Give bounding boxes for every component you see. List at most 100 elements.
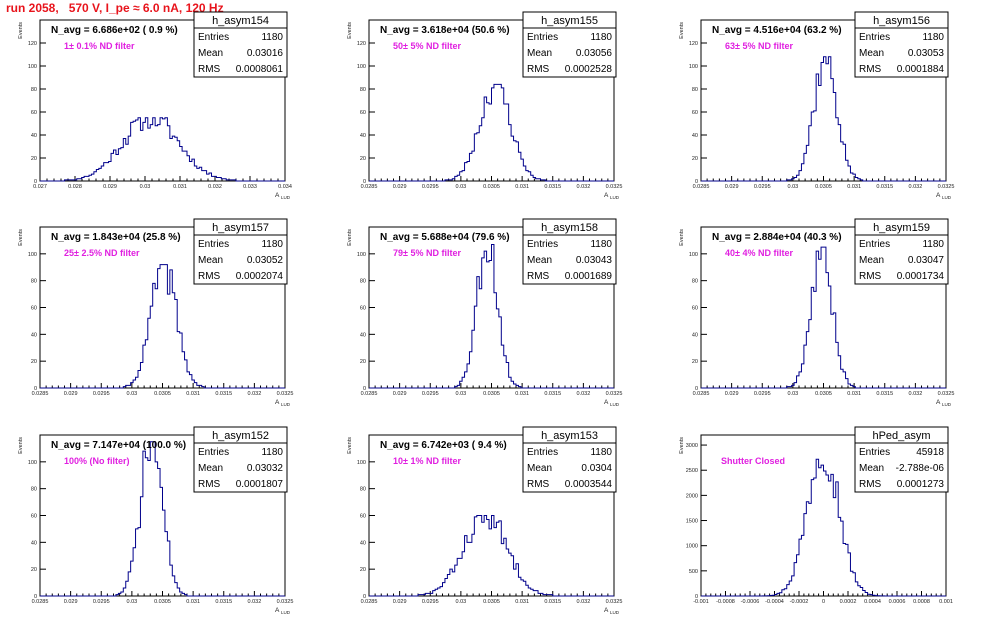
navg-label: N_avg = 1.843e+04 (25.8 %) (51, 232, 181, 243)
histogram-h_asym152: 0.0285 0.029 0.0295 0.03 0.0305 0.031 0.0315 0.… (18, 426, 293, 615)
x-tick-label: 0.03 (788, 391, 799, 397)
histogram-name: h_asym152 (212, 430, 269, 442)
histogram-h_asym159: 0.0285 0.029 0.0295 0.03 0.0305 0.031 0.0315 0.… (679, 218, 955, 407)
stat-label: Mean (198, 255, 223, 266)
y-axis-label: Events (347, 229, 353, 246)
x-tick-label: 0.0295 (422, 599, 439, 605)
y-tick-label: 2500 (686, 468, 698, 474)
stat-label: RMS (859, 271, 882, 282)
x-tick-label: 0.0315 (876, 391, 893, 397)
x-axis-subscript: LUD (610, 610, 620, 615)
filter-label: Shutter Closed (721, 456, 785, 466)
y-tick-label: 2000 (686, 493, 698, 499)
x-axis-label: A (275, 607, 280, 614)
y-tick-label: 100 (357, 252, 366, 258)
x-tick-label: 0.032 (208, 184, 222, 190)
x-tick-label: 0.0295 (422, 184, 439, 190)
x-tick-label: 0.0295 (93, 599, 110, 605)
stat-value: 0.03052 (247, 255, 284, 266)
x-tick-label: 0.029 (725, 184, 739, 190)
x-tick-label: 0.029 (103, 184, 117, 190)
y-tick-label: 60 (360, 306, 366, 312)
x-tick-label: 0.0315 (215, 599, 232, 605)
y-tick-label: 0 (363, 386, 366, 392)
stats-box: h_asym152 Entries 1180 Mean 0.03032 RMS 0.0001… (193, 426, 288, 493)
x-axis-label: A (936, 192, 941, 199)
stat-label: Entries (527, 239, 558, 250)
stats-box-frame (193, 426, 288, 493)
stats-box: h_asym154 Entries 1180 Mean 0.03016 RMS 0.0008… (193, 11, 288, 78)
stats-box: h_asym156 Entries 1180 Mean 0.03053 RMS 0.0001… (854, 11, 949, 78)
stat-value: 1180 (261, 32, 283, 43)
x-tick-label: 0.032 (908, 184, 922, 190)
stats-box-frame (522, 11, 617, 78)
x-tick-label: 0.03 (456, 599, 467, 605)
x-tick-label: 0.031 (515, 391, 529, 397)
x-tick-label: -0.001 (693, 599, 709, 605)
x-tick-label: 0.0285 (693, 391, 710, 397)
stat-value: 0.0001689 (565, 271, 613, 282)
filter-label: 79± 5% ND filter (393, 248, 461, 258)
y-tick-label: 100 (28, 460, 37, 466)
x-tick-label: 0.0295 (422, 391, 439, 397)
x-tick-label: 0.0315 (544, 599, 561, 605)
stat-label: RMS (527, 64, 550, 75)
x-axis-subscript: LUD (281, 402, 291, 407)
stat-value: 1180 (261, 447, 283, 458)
navg-label: N_avg = 3.618e+04 (50.6 %) (380, 25, 510, 36)
x-tick-label: 0.0008 (913, 599, 930, 605)
stat-label: Entries (198, 447, 229, 458)
stat-label: Mean (859, 463, 884, 474)
stat-value: 0.0001884 (897, 64, 945, 75)
x-tick-label: 0.032 (908, 391, 922, 397)
stat-label: Entries (527, 447, 558, 458)
x-tick-label: 0.0305 (154, 599, 171, 605)
y-tick-label: 100 (357, 64, 366, 70)
y-tick-label: 40 (360, 540, 366, 546)
x-tick-label: 0.028 (68, 184, 82, 190)
x-tick-label: 0.03 (127, 391, 138, 397)
y-tick-label: 80 (360, 279, 366, 285)
y-tick-label: 40 (360, 332, 366, 338)
y-tick-label: 20 (360, 156, 366, 162)
stat-value: 0.0001734 (897, 271, 945, 282)
histogram-hPed_asym: -0.001 -0.0008 -0.0006 -0.0004 -0.0002 0 0.000… (679, 426, 953, 605)
x-tick-label: 0.0285 (361, 599, 378, 605)
y-tick-label: 0 (34, 594, 37, 600)
y-tick-label: 100 (689, 64, 698, 70)
histogram-series (701, 56, 946, 182)
x-tick-label: 0.031 (186, 391, 200, 397)
histogram-series (701, 246, 946, 389)
filter-label: 100% (No filter) (64, 456, 130, 466)
x-tick-label: 0.0285 (32, 599, 49, 605)
y-tick-label: 3000 (686, 443, 698, 449)
histogram-name: h_asym154 (212, 15, 269, 27)
histogram-h_asym157: 0.0285 0.029 0.0295 0.03 0.0305 0.031 0.0315 0.… (18, 218, 293, 407)
x-tick-label: 0.029 (64, 599, 78, 605)
plot-frame (39, 19, 286, 182)
x-axis-subscript: LUD (942, 402, 952, 407)
x-tick-label: 0.0295 (754, 391, 771, 397)
x-tick-label: 0.0315 (544, 391, 561, 397)
y-tick-label: 80 (360, 87, 366, 93)
x-tick-label: 0.029 (393, 184, 407, 190)
stat-value: 0.0304 (581, 463, 612, 474)
stat-value: 0.0008061 (236, 64, 284, 75)
x-tick-label: 0.0325 (606, 599, 623, 605)
histogram-series (40, 441, 285, 597)
y-axis-label: Events (679, 437, 685, 454)
y-tick-label: 1000 (686, 544, 698, 550)
x-tick-label: -0.0002 (790, 599, 809, 605)
x-axis-label: A (604, 399, 609, 406)
x-tick-label: 0.032 (247, 391, 261, 397)
stat-label: RMS (859, 479, 882, 490)
histogram-name: h_asym158 (541, 222, 598, 234)
x-tick-label: 0.0325 (938, 391, 955, 397)
y-tick-label: 0 (695, 179, 698, 185)
stats-box: hPed_asym Entries 45918 Mean -2.788e-06 RMS 0.… (854, 426, 949, 493)
y-tick-label: 20 (692, 359, 698, 365)
y-axis-label: Events (18, 22, 24, 39)
x-tick-label: 0.031 (186, 599, 200, 605)
y-tick-label: 20 (31, 567, 37, 573)
